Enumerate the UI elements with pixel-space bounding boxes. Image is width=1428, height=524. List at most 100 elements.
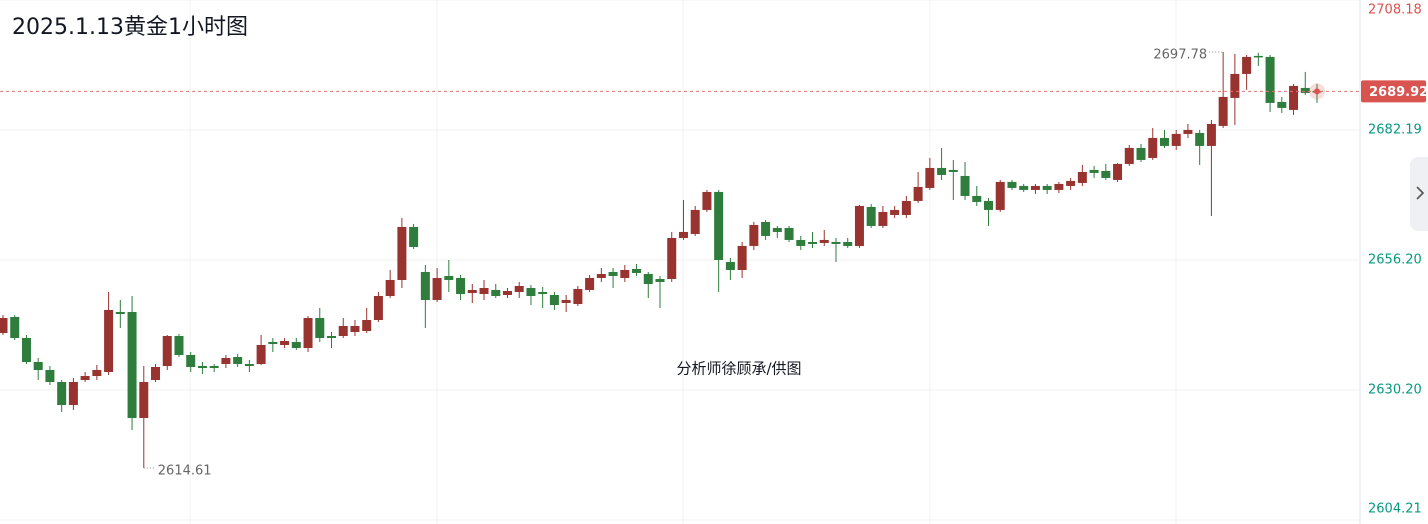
candle-body	[432, 277, 442, 300]
candle-body	[268, 341, 278, 344]
candle-body	[456, 277, 466, 294]
candle-body	[209, 366, 219, 369]
candle-body	[549, 294, 559, 305]
candle-body	[596, 273, 606, 278]
candle-body	[491, 289, 501, 296]
candle-body	[373, 295, 383, 320]
candle-body	[1030, 185, 1040, 190]
candle-body	[256, 344, 266, 365]
candle-body	[1289, 85, 1299, 110]
candle-body	[1242, 56, 1252, 74]
candle-body	[1300, 87, 1310, 93]
candle-body	[984, 200, 993, 210]
candle-body	[1124, 147, 1134, 164]
candle-body	[338, 325, 348, 336]
candle-body	[526, 287, 536, 296]
candle-body	[291, 341, 301, 349]
candle-body	[690, 209, 700, 234]
candle-body	[92, 370, 102, 377]
candle-body	[80, 376, 90, 381]
candle-body	[890, 209, 900, 215]
candle-body	[1265, 56, 1275, 103]
candle-body	[737, 245, 747, 270]
candle-body	[409, 226, 419, 247]
candle-body	[1195, 132, 1205, 146]
candle-body	[831, 241, 841, 244]
side-tab-bg[interactable]	[1410, 157, 1428, 231]
candle-body	[819, 239, 829, 243]
candle-body	[197, 366, 207, 369]
candle-body	[854, 205, 864, 246]
candle-body	[327, 335, 336, 338]
candle-body	[45, 370, 55, 383]
candle-body	[948, 169, 958, 172]
candle-body	[104, 309, 114, 373]
candle-body	[632, 268, 642, 273]
candle-body	[174, 335, 184, 356]
candle-body	[1136, 147, 1146, 160]
candle-body	[162, 335, 172, 367]
candle-body	[1054, 183, 1064, 190]
candle-body	[714, 191, 724, 260]
candle-body	[561, 299, 571, 303]
candle-body	[57, 382, 67, 406]
candle-body	[33, 362, 43, 371]
candle-body	[151, 367, 161, 381]
candle-body	[643, 273, 653, 284]
candle-body	[127, 311, 137, 419]
candle-body	[901, 200, 911, 215]
candle-body	[725, 261, 735, 270]
side-tab[interactable]	[1410, 157, 1428, 231]
candle-body	[303, 317, 313, 349]
high-label: 2697.78	[1153, 48, 1207, 63]
side-tab-arrow[interactable]	[1416, 186, 1425, 200]
candle-body	[620, 269, 630, 278]
candle-body	[1007, 181, 1017, 188]
candle-body	[749, 224, 759, 246]
price-dot	[1314, 88, 1320, 95]
candle-body	[1206, 123, 1216, 146]
candle-body	[972, 195, 982, 202]
candle-body	[221, 358, 231, 365]
candle-body	[420, 271, 430, 300]
candle-body	[937, 167, 947, 175]
candle-body	[1089, 169, 1099, 173]
y-tick-label: 2656.20	[1368, 252, 1422, 267]
candle-body	[761, 221, 771, 236]
candle-body	[960, 175, 970, 196]
time-grid	[189, 0, 1177, 524]
candle-body	[0, 317, 8, 333]
chart-title: 2025.1.13黄金1小时图	[12, 15, 248, 40]
candle-body	[1218, 96, 1228, 126]
candle-body	[280, 340, 290, 345]
price-badge-label: 2689.92	[1369, 85, 1428, 100]
candle-body	[995, 181, 1005, 210]
candle-body	[186, 355, 196, 368]
candle-body	[1101, 170, 1111, 178]
candle-body	[538, 291, 548, 294]
candle-body	[1066, 180, 1076, 186]
candle-body	[573, 288, 583, 304]
candle-body	[784, 227, 794, 240]
candle-body	[115, 311, 125, 314]
candle-body	[467, 289, 477, 293]
candle-body	[1077, 171, 1087, 183]
candle-body	[315, 317, 325, 338]
y-tick-label: 2604.21	[1368, 502, 1422, 517]
candle-body	[1019, 185, 1029, 190]
candle-body	[1183, 129, 1193, 134]
candle-body	[796, 239, 806, 246]
candle-body	[10, 316, 20, 338]
candle-body	[655, 278, 665, 282]
candle-body	[68, 382, 78, 406]
candle-body	[866, 206, 876, 226]
candle-body	[1148, 137, 1158, 158]
candle-body	[843, 241, 853, 246]
low-label: 2614.61	[158, 463, 212, 478]
candle-body	[1113, 163, 1123, 180]
candle-body	[21, 337, 31, 363]
candle-body	[362, 319, 372, 331]
candle-body	[702, 191, 712, 210]
candle-body	[244, 364, 254, 367]
